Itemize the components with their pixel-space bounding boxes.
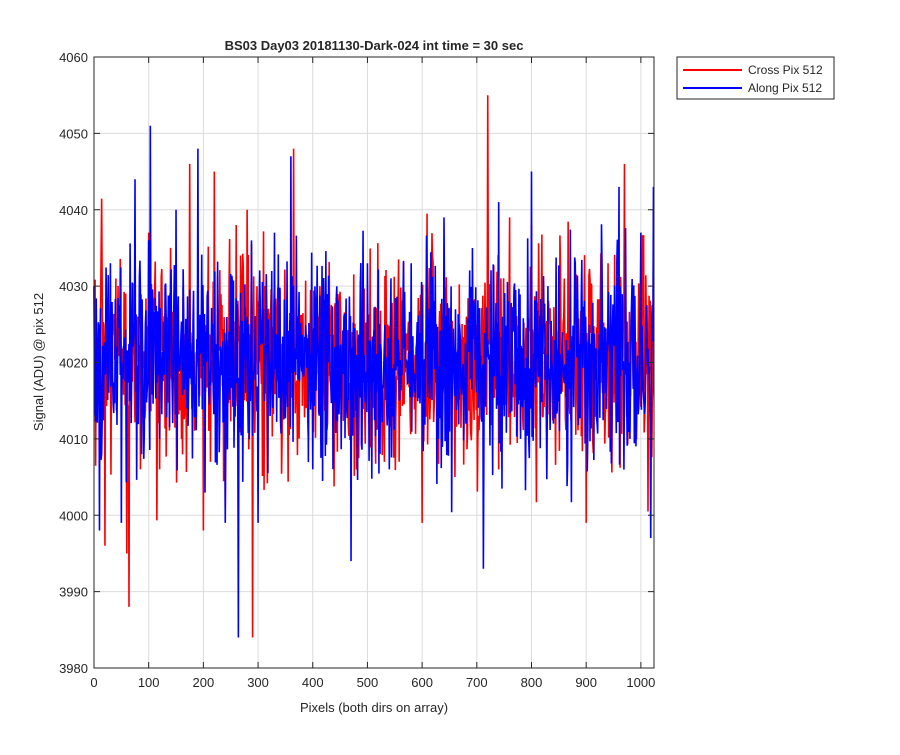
- y-tick-label: 4060: [59, 50, 88, 65]
- y-tick-label: 3980: [59, 661, 88, 676]
- x-tick-label: 100: [138, 675, 160, 690]
- axis-ticks: 0 100 200 300 400 500 600 700 800 900 1000 3980 3990…: [59, 50, 655, 690]
- y-tick-label: 4020: [59, 356, 88, 371]
- legend: Cross Pix 512 Along Pix 512: [676, 56, 835, 100]
- x-tick-label: 1000: [626, 675, 655, 690]
- y-tick-label: 4040: [59, 203, 88, 218]
- legend-box: [676, 56, 835, 100]
- x-tick-label: 200: [193, 675, 215, 690]
- x-tick-label: 500: [357, 675, 379, 690]
- series-layer: [93, 95, 655, 638]
- x-tick-label: 0: [90, 675, 97, 690]
- series-line-along-pix-512: [93, 125, 655, 638]
- y-tick-label: 3990: [59, 585, 88, 600]
- x-tick-label: 400: [302, 675, 324, 690]
- y-tick-label: 4010: [59, 432, 88, 447]
- chart-title: BS03 Day03 20181130-Dark-024 int time = …: [225, 38, 524, 53]
- x-tick-label: 800: [521, 675, 543, 690]
- y-tick-label: 4050: [59, 126, 88, 141]
- x-tick-label: 600: [411, 675, 433, 690]
- legend-label-cross: Cross Pix 512: [748, 63, 823, 77]
- y-axis-label: Signal (ADU) @ pix 512: [31, 293, 46, 431]
- x-tick-label: 300: [247, 675, 269, 690]
- y-tick-label: 4000: [59, 508, 88, 523]
- legend-label-along: Along Pix 512: [748, 81, 822, 95]
- y-tick-label: 4030: [59, 279, 88, 294]
- x-tick-label: 900: [575, 675, 597, 690]
- x-tick-label: 700: [466, 675, 488, 690]
- x-axis-label: Pixels (both dirs on array): [300, 700, 448, 715]
